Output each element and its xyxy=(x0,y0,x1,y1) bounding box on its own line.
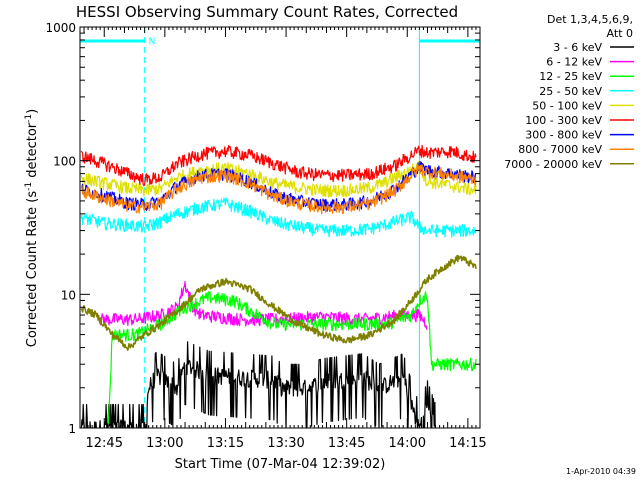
chart-title: HESSI Observing Summary Count Rates, Cor… xyxy=(76,3,458,21)
series-line-0 xyxy=(80,341,436,428)
y-tick-label-3: 1000 xyxy=(45,21,76,35)
x-tick-label-0: 12:45 xyxy=(86,436,123,451)
ylabel-part-1: Corrected Count Rate (s xyxy=(25,191,40,348)
legend-label-7: 800 - 7000 keV xyxy=(518,143,602,156)
series-line-6 xyxy=(80,160,477,212)
legend-label-4: 50 - 100 keV xyxy=(532,99,602,112)
series-line-4 xyxy=(80,161,477,198)
legend-label-5: 100 - 300 keV xyxy=(525,114,602,127)
x-tick-label-5: 14:00 xyxy=(389,436,426,451)
plot-series xyxy=(80,144,477,428)
series-line-5 xyxy=(80,144,477,187)
night-label: N xyxy=(149,37,156,47)
y-tick-label-0: 1 xyxy=(68,422,76,436)
legend-label-6: 300 - 800 keV xyxy=(525,129,602,142)
x-tick-label-3: 13:30 xyxy=(267,436,304,451)
legend-label-3: 25 - 50 keV xyxy=(539,85,602,98)
series-line-3 xyxy=(80,197,477,238)
x-tick-label-6: 14:15 xyxy=(449,436,486,451)
series-line-7 xyxy=(81,163,477,215)
svg-text:Corrected Count Rate (s-1 dete: Corrected Count Rate (s-1 detector-1) xyxy=(24,109,40,347)
y-axis-ticks: 1 10 100 1000 xyxy=(45,21,480,436)
ylabel-sup-1: -1 xyxy=(24,182,34,191)
legend-label-0: 3 - 6 keV xyxy=(553,41,602,54)
legend-label-1: 6 - 12 keV xyxy=(546,56,602,69)
legend-header-1: Det 1,3,4,5,6,9, xyxy=(547,13,633,26)
ylabel-part-2: detector xyxy=(25,122,40,182)
legend: Det 1,3,4,5,6,9,Att 0 3 - 6 keV 6 - 12 keV… xyxy=(504,13,634,171)
x-tick-label-4: 13:45 xyxy=(328,436,365,451)
y-tick-label-2: 100 xyxy=(53,155,76,169)
x-axis-ticks: 12:45 13:00 13:15 13:30 13:45 14:00 14:15 xyxy=(79,27,487,451)
ylabel-sup-2: -1 xyxy=(24,114,34,123)
x-tick-label-1: 13:00 xyxy=(146,436,183,451)
footer-date: 1-Apr-2010 04:39 xyxy=(566,467,636,476)
x-tick-label-2: 13:15 xyxy=(207,436,244,451)
x-axis-label: Start Time (07-Mar-04 12:39:02) xyxy=(175,457,386,472)
y-axis-label: Corrected Count Rate (s-1 detector-1) xyxy=(24,109,40,347)
legend-label-2: 12 - 25 keV xyxy=(539,70,602,83)
ylabel-part-3: ) xyxy=(25,109,40,114)
legend-header-2: Att 0 xyxy=(607,27,633,40)
plot-frame xyxy=(79,26,481,429)
legend-label-8: 7000 - 20000 keV xyxy=(504,158,602,171)
series-line-8 xyxy=(80,254,477,351)
y-tick-label-1: 10 xyxy=(61,288,76,302)
